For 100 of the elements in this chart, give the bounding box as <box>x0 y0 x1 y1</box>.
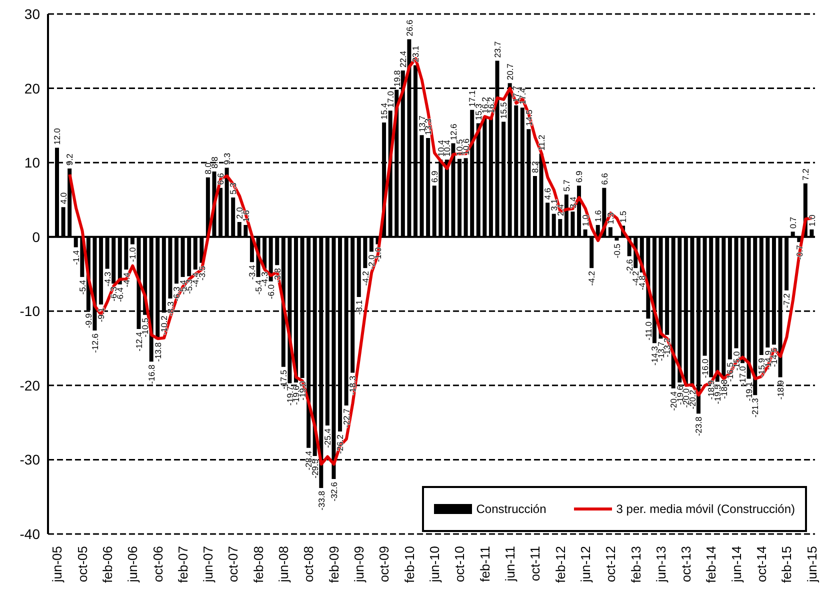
data-label: 6.9 <box>430 170 440 183</box>
data-label: -1.4 <box>71 250 82 265</box>
data-label: 14.5 <box>524 109 534 126</box>
data-label: 12.0 <box>52 128 62 145</box>
data-label: 8.2 <box>530 160 540 173</box>
y-tick-label: 10 <box>24 154 40 171</box>
data-label: -32.6 <box>328 482 339 502</box>
data-label: 6.6 <box>216 172 226 185</box>
data-label: 4.0 <box>58 192 68 204</box>
x-tick-label: feb-15 <box>779 546 794 583</box>
x-tick-label: feb-07 <box>175 546 190 583</box>
data-label: -0.7 <box>794 244 804 260</box>
data-label: 23.1 <box>410 45 421 62</box>
x-tick-label: feb-10 <box>402 546 417 583</box>
x-tick-label: jun-13 <box>653 546 668 584</box>
y-tick-label: -10 <box>20 303 40 320</box>
data-label: 1.5 <box>618 210 628 223</box>
y-tick-label: 30 <box>24 6 40 22</box>
x-tick-label: oct-09 <box>376 546 392 582</box>
x-tick-label: jun-12 <box>578 546 593 584</box>
data-label: -8.1 <box>354 300 364 315</box>
data-label: -33.8 <box>316 490 326 510</box>
data-label: -3.4 <box>247 264 258 280</box>
data-label: -8.3 <box>165 301 176 316</box>
data-label: -7.2 <box>782 293 792 308</box>
data-label: 20.7 <box>504 63 515 80</box>
x-tick-label: oct-06 <box>150 546 166 582</box>
legend-label: Construcción <box>476 502 546 516</box>
x-tick-label: jun-08 <box>276 546 292 584</box>
data-label: 23.7 <box>492 40 502 58</box>
data-label: -10.2 <box>159 315 170 336</box>
data-label: 5.7 <box>562 179 572 192</box>
data-label: -13.8 <box>152 342 163 362</box>
x-tick-label: feb-12 <box>552 546 568 583</box>
x-tick-label: jun-10 <box>427 546 442 584</box>
data-label: -20.4 <box>668 391 678 411</box>
data-label: 1.0 <box>806 214 817 226</box>
data-label: -26.2 <box>335 434 346 454</box>
x-tick-label: oct-14 <box>754 546 770 582</box>
data-label: 7.2 <box>800 168 811 180</box>
data-label: 1.0 <box>580 214 590 226</box>
y-tick-label: -40 <box>20 526 40 542</box>
y-tick-label: 20 <box>24 80 40 96</box>
data-label: 9.3 <box>222 152 232 165</box>
data-label: 6.6 <box>599 172 610 185</box>
x-tick-label: oct-05 <box>74 546 90 582</box>
x-tick-label: jun-14 <box>728 546 744 584</box>
x-tick-label: oct-13 <box>678 546 694 582</box>
y-tick-label: -30 <box>20 452 40 468</box>
data-label: 3.1 <box>548 198 559 211</box>
data-label: -11.0 <box>643 321 654 340</box>
data-label: -9.9 <box>84 313 94 328</box>
data-label: 1.3 <box>606 212 616 224</box>
data-label: -23.8 <box>694 416 704 436</box>
data-label: 26.6 <box>404 19 414 36</box>
data-label: -29.5 <box>310 458 320 478</box>
x-tick-label: feb-11 <box>477 546 492 582</box>
data-label: 15.5 <box>498 102 509 119</box>
data-label: 1.6 <box>593 210 604 222</box>
x-tick-label: oct-08 <box>301 546 316 582</box>
x-tick-label: jun-05 <box>50 546 65 584</box>
x-tick-label: oct-11 <box>528 546 543 582</box>
data-label: -21.3 <box>750 398 760 418</box>
data-label: -4.4 <box>121 272 132 288</box>
x-tick-label: oct-12 <box>603 546 618 582</box>
data-label: -9.1 <box>96 307 106 322</box>
x-tick-label: feb-09 <box>326 546 342 583</box>
x-tick-label: jun-07 <box>200 546 216 584</box>
data-label: 5.3 <box>228 182 238 194</box>
data-label: 9.2 <box>64 153 75 166</box>
data-label: -4.2 <box>586 270 597 286</box>
data-label: -4.2 <box>360 270 370 286</box>
data-label: 4.6 <box>542 188 553 200</box>
data-label: -12.6 <box>90 333 100 353</box>
legend-label: 3 per. media móvil (Construcción) <box>616 502 795 516</box>
data-label: 11.2 <box>536 134 546 151</box>
data-label: -18.9 <box>775 380 786 400</box>
x-tick-label: feb-13 <box>628 546 644 583</box>
y-tick-label: 0 <box>32 228 40 245</box>
x-tick-label: jun-06 <box>125 546 140 584</box>
data-label: -16.0 <box>700 358 710 378</box>
x-tick-label: jun-11 <box>502 546 518 582</box>
data-label: -5.4 <box>77 280 88 295</box>
x-tick-label: feb-08 <box>250 546 266 583</box>
data-label: -6.4 <box>115 287 126 302</box>
data-label: 6.9 <box>574 170 584 183</box>
x-tick-label: jun-09 <box>352 546 367 584</box>
data-label: 17.4 <box>518 88 528 105</box>
x-tick-label: feb-06 <box>100 546 115 583</box>
data-label: -4.8 <box>637 275 648 290</box>
data-label: -3.8 <box>272 268 282 283</box>
x-tick-label: oct-10 <box>452 546 468 582</box>
data-label: 0.7 <box>788 216 798 229</box>
data-label: 19.8 <box>392 70 402 87</box>
data-label: 12.6 <box>448 123 458 140</box>
x-tick-label: oct-07 <box>226 546 241 582</box>
data-label: -18.3 <box>348 376 358 396</box>
data-label: -6.0 <box>266 284 276 300</box>
y-tick-label: -20 <box>20 377 40 394</box>
data-label: 22.4 <box>398 50 408 68</box>
